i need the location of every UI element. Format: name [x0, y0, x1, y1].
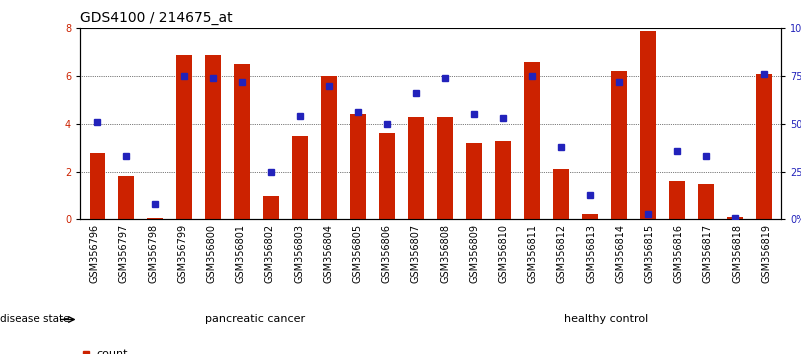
Bar: [437, 117, 453, 219]
Text: pancreatic cancer: pancreatic cancer: [205, 314, 305, 325]
Bar: [235, 64, 250, 219]
Bar: [582, 213, 598, 219]
Bar: [350, 114, 366, 219]
Bar: [90, 153, 106, 219]
Bar: [119, 176, 135, 219]
Text: GSM356799: GSM356799: [177, 224, 187, 283]
Bar: [669, 181, 685, 219]
Text: GSM356806: GSM356806: [382, 224, 392, 282]
Text: disease state: disease state: [0, 314, 70, 325]
Bar: [495, 141, 511, 219]
Text: GSM356803: GSM356803: [294, 224, 304, 282]
Bar: [408, 117, 424, 219]
Text: GSM356809: GSM356809: [469, 224, 479, 282]
Text: GSM356801: GSM356801: [235, 224, 246, 282]
Bar: [698, 184, 714, 219]
Text: count: count: [96, 349, 127, 354]
Text: GSM356798: GSM356798: [148, 224, 158, 283]
Bar: [379, 133, 395, 219]
Bar: [292, 136, 308, 219]
Text: healthy control: healthy control: [564, 314, 648, 325]
Text: GSM356817: GSM356817: [703, 224, 713, 283]
Text: GSM356807: GSM356807: [411, 224, 421, 283]
Bar: [611, 72, 626, 219]
Text: GDS4100 / 214675_at: GDS4100 / 214675_at: [80, 11, 233, 25]
Text: GSM356818: GSM356818: [732, 224, 743, 282]
Text: GSM356796: GSM356796: [90, 224, 99, 283]
Text: GSM356815: GSM356815: [645, 224, 654, 283]
Text: GSM356811: GSM356811: [528, 224, 537, 282]
Bar: [205, 55, 221, 219]
Text: GSM356812: GSM356812: [557, 224, 567, 283]
Bar: [147, 218, 163, 219]
Bar: [755, 74, 771, 219]
Text: GSM356802: GSM356802: [265, 224, 275, 283]
Bar: [321, 76, 337, 219]
Text: GSM356797: GSM356797: [119, 224, 129, 283]
Bar: [176, 55, 192, 219]
Text: GSM356814: GSM356814: [615, 224, 626, 282]
Text: GSM356805: GSM356805: [352, 224, 363, 283]
Bar: [466, 143, 482, 219]
Bar: [640, 31, 656, 219]
Text: GSM356810: GSM356810: [498, 224, 509, 282]
Text: GSM356813: GSM356813: [586, 224, 596, 282]
Bar: [264, 195, 280, 219]
Bar: [727, 217, 743, 219]
Text: GSM356816: GSM356816: [674, 224, 684, 282]
Bar: [553, 169, 569, 219]
Text: GSM356808: GSM356808: [440, 224, 450, 282]
Text: GSM356819: GSM356819: [762, 224, 771, 282]
Text: GSM356804: GSM356804: [324, 224, 333, 282]
Bar: [524, 62, 540, 219]
Text: GSM356800: GSM356800: [207, 224, 216, 282]
